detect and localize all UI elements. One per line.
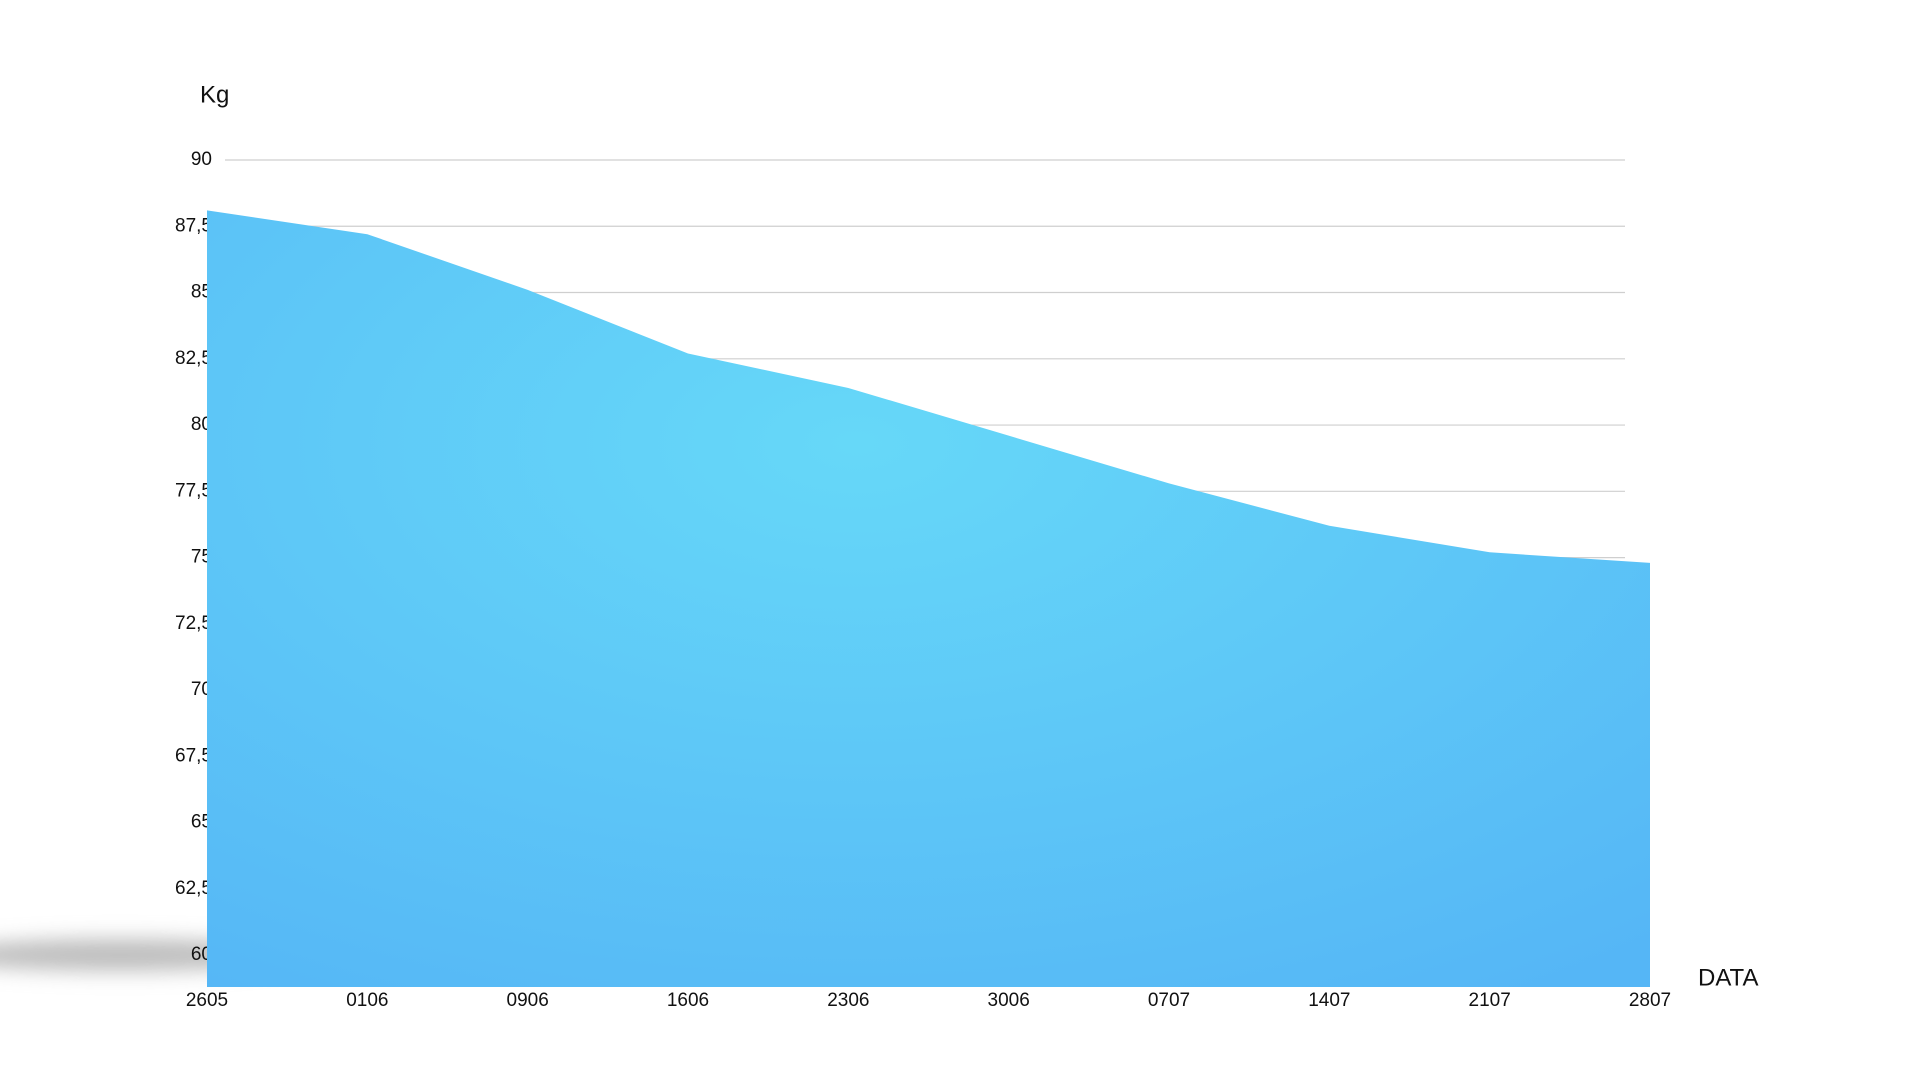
y-tick-label: 67,5 <box>175 745 212 766</box>
y-tick-label: 82,5 <box>175 348 212 369</box>
x-tick-label: 1606 <box>667 990 709 1011</box>
x-tick-label: 0906 <box>507 990 549 1011</box>
y-tick-label: 90 <box>191 149 212 170</box>
y-tick-label: 80 <box>191 414 212 435</box>
y-tick-label: 87,5 <box>175 215 212 236</box>
x-tick-label: 2107 <box>1469 990 1511 1011</box>
y-tick-label: 62,5 <box>175 878 212 899</box>
y-tick-label: 60 <box>191 944 212 965</box>
x-tick-label: 0106 <box>346 990 388 1011</box>
y-tick-label: 70 <box>191 679 212 700</box>
x-tick-label: 2306 <box>827 990 869 1011</box>
x-tick-label: 2807 <box>1629 990 1671 1011</box>
x-axis-label: DATA <box>1698 964 1758 991</box>
x-tick-label: 2605 <box>186 990 228 1011</box>
y-tick-label: 77,5 <box>175 480 212 501</box>
x-tick-label: 0707 <box>1148 990 1190 1011</box>
y-tick-label: 65 <box>191 812 212 833</box>
x-tick-label: 3006 <box>988 990 1030 1011</box>
area <box>207 210 1650 987</box>
y-tick-label: 72,5 <box>175 613 212 634</box>
y-tick-label: 85 <box>191 282 212 303</box>
y-tick-label: 75 <box>191 547 212 568</box>
y-axis-label: Kg <box>200 81 229 108</box>
x-tick-label: 1407 <box>1308 990 1350 1011</box>
